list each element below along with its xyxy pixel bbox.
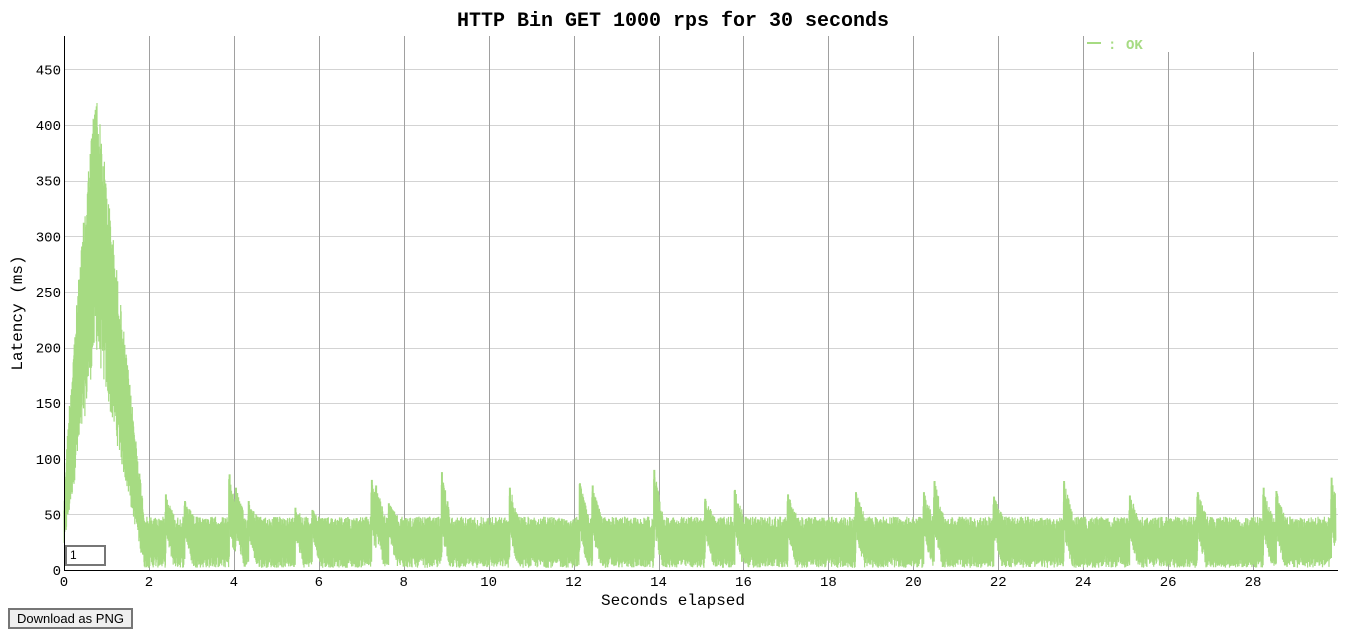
series-ok: [63, 102, 1337, 568]
x-tick-label: 2: [145, 575, 153, 591]
y-tick-label: 100: [36, 453, 61, 469]
x-tick-label: 0: [60, 575, 68, 591]
y-tick-label: 50: [44, 508, 61, 524]
x-tick-label: 20: [905, 575, 922, 591]
x-tick-label: 6: [315, 575, 323, 591]
y-tick-label: 350: [36, 175, 61, 191]
legend-separator: :: [1108, 38, 1116, 54]
x-tick-label: 4: [230, 575, 238, 591]
grid: [64, 36, 1338, 570]
chart-title: HTTP Bin GET 1000 rps for 30 seconds: [457, 10, 889, 33]
series-ok-line: [63, 102, 1337, 568]
x-tick-label: 22: [990, 575, 1007, 591]
y-tick-label: 450: [36, 63, 61, 79]
y-tick-label: 400: [36, 119, 61, 135]
x-tick-label: 16: [735, 575, 752, 591]
y-tick-label: 0: [53, 564, 61, 580]
legend-label-ok: OK: [1126, 38, 1143, 54]
x-tick-label: 24: [1075, 575, 1092, 591]
zoom-level-field[interactable]: 1: [65, 545, 106, 566]
y-axis-label: Latency (ms): [9, 255, 27, 370]
x-tick-label: 12: [565, 575, 582, 591]
x-tick-label: 14: [650, 575, 667, 591]
y-tick-label: 200: [36, 342, 61, 358]
x-tick-label: 18: [820, 575, 837, 591]
y-tick-label: 150: [36, 397, 61, 413]
x-axis-label: Seconds elapsed: [601, 592, 745, 610]
download-png-button[interactable]: Download as PNG: [8, 608, 133, 629]
legend: : OK: [1087, 38, 1143, 54]
x-tick-label: 8: [400, 575, 408, 591]
y-tick-label: 300: [36, 230, 61, 246]
x-tick-label: 10: [480, 575, 497, 591]
x-tick-label: 26: [1160, 575, 1177, 591]
x-tick-label: 28: [1245, 575, 1262, 591]
y-tick-label: 250: [36, 286, 61, 302]
axes: [64, 36, 1338, 571]
